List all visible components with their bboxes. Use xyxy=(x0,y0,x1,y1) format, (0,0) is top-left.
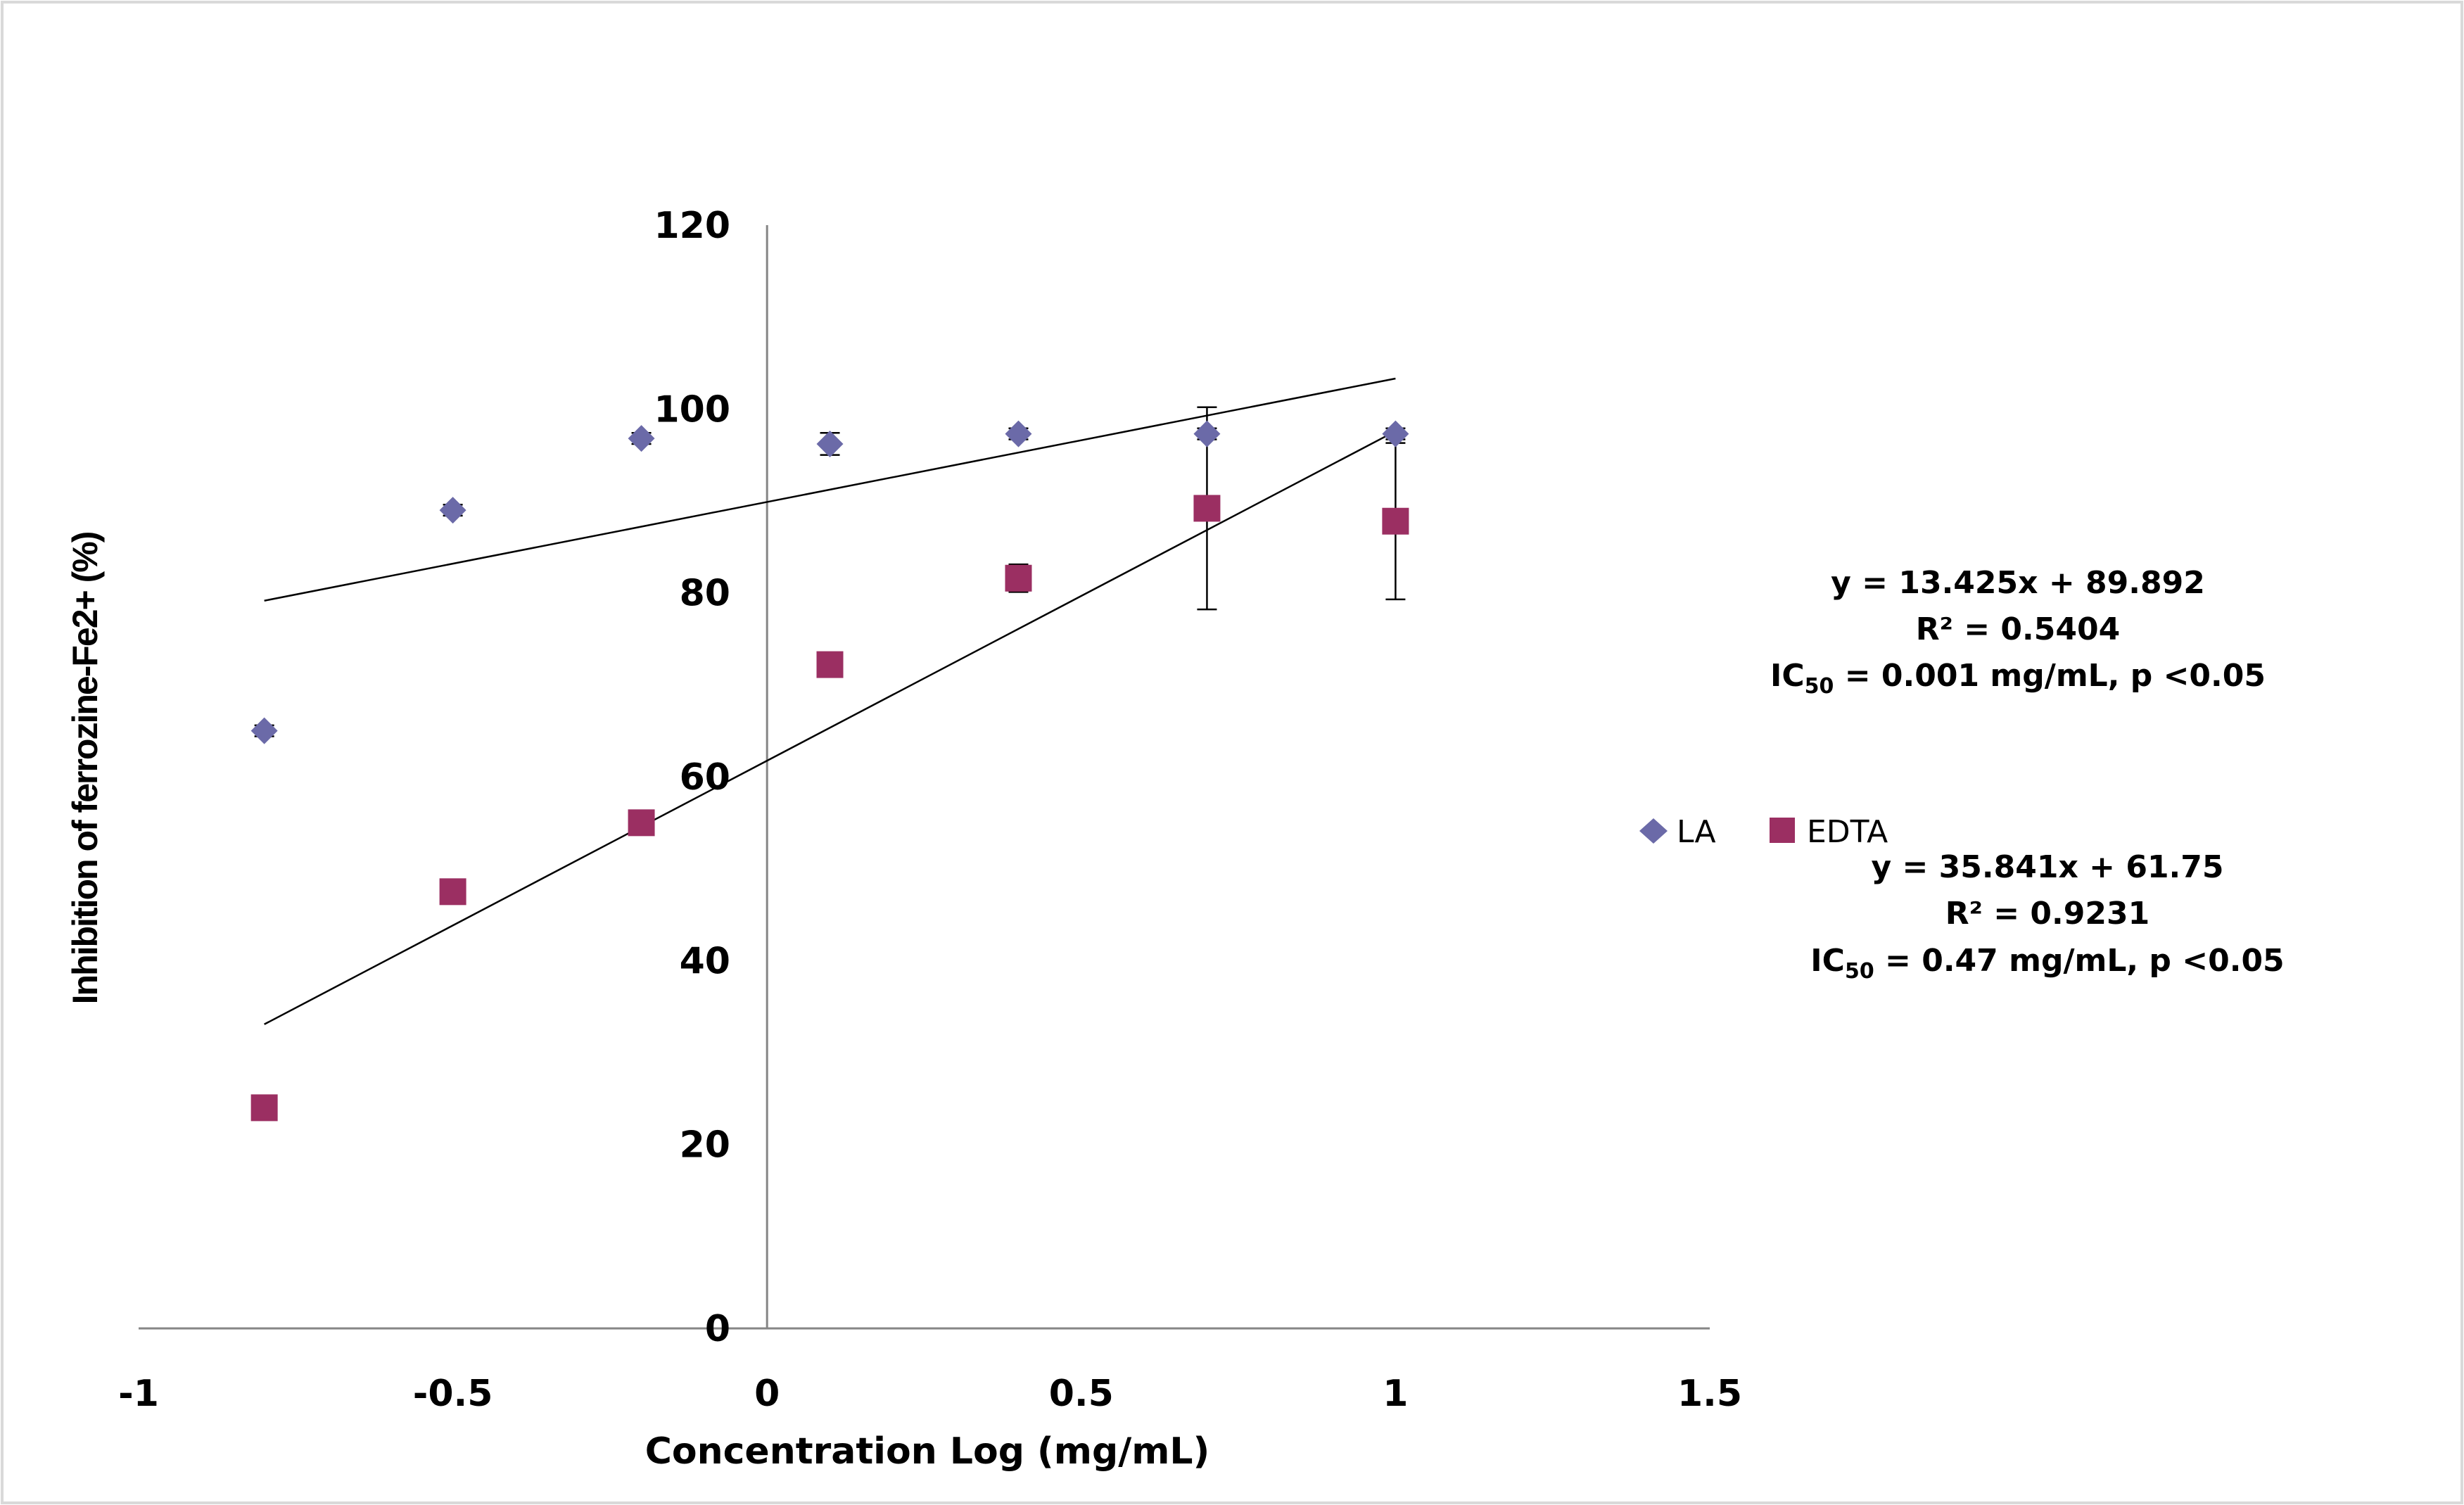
edta-data-point xyxy=(816,651,844,678)
x-tick-label: -0.5 xyxy=(413,1373,493,1415)
y-tick-label: 60 xyxy=(680,756,730,799)
la-data-point xyxy=(439,497,466,524)
la-data-point xyxy=(250,717,278,744)
la-equation-annotation: y = 13.425x + 89.892 R² = 0.5404 IC50 = … xyxy=(1770,565,2266,699)
edta-ic50: IC50 = 0.47 mg/mL, p <0.05 xyxy=(1810,943,2284,984)
edta-equation: y = 35.841x + 61.75 xyxy=(1871,849,2223,885)
edta-data-point xyxy=(250,1094,278,1122)
legend-la-label: LA xyxy=(1677,814,1716,850)
edta-data-point xyxy=(439,878,466,906)
la-data-point xyxy=(628,425,655,452)
y-tick-label: 80 xyxy=(680,573,730,615)
edta-equation-annotation: y = 35.841x + 61.75 R² = 0.9231 IC50 = 0… xyxy=(1810,849,2284,984)
edta-data-point xyxy=(1193,495,1221,522)
la-data-point xyxy=(1382,420,1409,447)
legend-edta-label: EDTA xyxy=(1807,814,1888,850)
x-tick-label: 0 xyxy=(754,1373,780,1415)
y-tick-label: 100 xyxy=(654,388,730,431)
legend-la-marker xyxy=(1639,818,1668,844)
edta-data-point xyxy=(1005,564,1032,592)
edta-data-point xyxy=(628,809,655,837)
y-tick-label: 120 xyxy=(654,205,730,247)
x-axis-title: Concentration Log (mg/mL) xyxy=(645,1430,1210,1473)
y-tick-label: 40 xyxy=(680,940,730,982)
axes xyxy=(139,225,1710,1330)
y-tick-label: 0 xyxy=(705,1308,730,1350)
x-tick-label: -1 xyxy=(118,1373,159,1415)
la-data-point xyxy=(1005,420,1032,447)
la-data-point xyxy=(816,430,844,457)
y-axis-title: Inhibition of ferrozine-Fe2+ (%) xyxy=(65,532,105,1004)
la-r-squared: R² = 0.5404 xyxy=(1916,611,2120,647)
la-data-point xyxy=(1193,420,1221,447)
la-ic50: IC50 = 0.001 mg/mL, p <0.05 xyxy=(1770,658,2266,699)
edta-data-point xyxy=(1382,507,1409,535)
edta-r-squared: R² = 0.9231 xyxy=(1945,896,2149,932)
y-tick-label: 20 xyxy=(680,1124,730,1167)
x-tick-label: 1 xyxy=(1383,1373,1408,1415)
tick-labels: -1 -0.5 0 0.5 1 1.5 0 20 40 60 80 100 120 xyxy=(118,205,1742,1415)
la-equation: y = 13.425x + 89.892 xyxy=(1831,565,2205,601)
legend: LA EDTA xyxy=(1639,814,1888,850)
data-markers xyxy=(250,420,1409,1122)
x-tick-label: 1.5 xyxy=(1677,1373,1742,1415)
x-tick-label: 0.5 xyxy=(1049,1373,1114,1415)
legend-edta-marker xyxy=(1770,818,1795,843)
